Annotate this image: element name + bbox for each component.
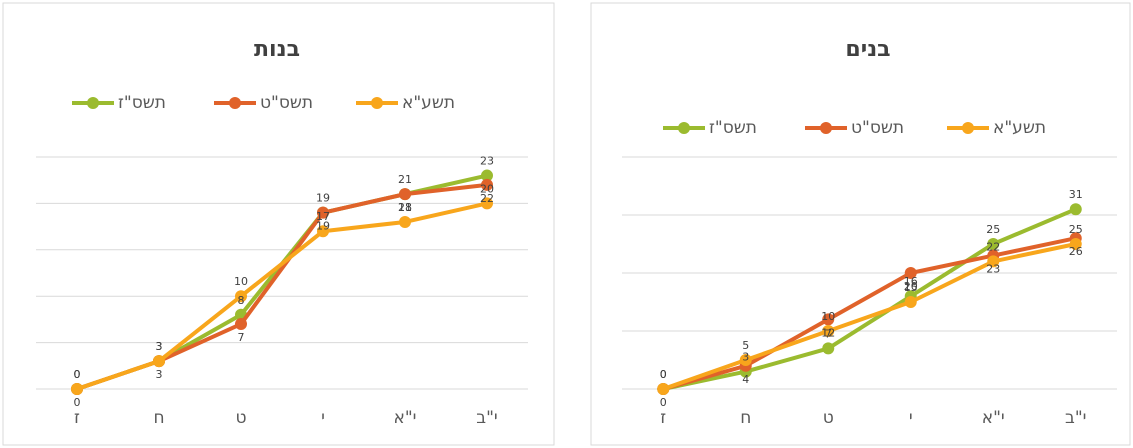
data-point <box>317 206 329 219</box>
data-point <box>235 290 247 303</box>
data-point <box>904 296 917 308</box>
data-label: 3 <box>742 351 749 364</box>
data-label: 19 <box>316 220 330 233</box>
x-tick-label: י"ב <box>476 408 497 428</box>
legend-marker <box>87 97 99 109</box>
legend-marker <box>820 122 832 134</box>
data-label: 22 <box>480 192 494 205</box>
data-label: 15 <box>904 281 918 294</box>
data-point <box>904 267 917 279</box>
data-label: 16 <box>904 275 918 288</box>
panel <box>590 2 1131 446</box>
data-label: 25 <box>986 223 1000 236</box>
x-tick-label: י"א <box>394 408 417 428</box>
x-tick-label: ח <box>153 408 164 428</box>
data-label: 3 <box>156 340 163 353</box>
series-line <box>662 242 1077 391</box>
data-point <box>481 169 493 182</box>
legend-marker <box>962 122 974 134</box>
data-label: 0 <box>74 368 81 381</box>
data-label: 20 <box>904 280 918 293</box>
data-point <box>1069 203 1082 216</box>
x-tick-label: י"ב <box>1065 408 1086 428</box>
data-point <box>739 354 752 366</box>
data-label: 8 <box>238 294 245 307</box>
x-tick-label: י"א <box>982 408 1005 428</box>
legend-label: תשע"א <box>993 118 1046 138</box>
data-label: 0 <box>74 368 81 381</box>
data-point <box>481 197 493 210</box>
legend-label: תשס"ז <box>118 93 166 113</box>
data-point <box>235 318 247 331</box>
data-point <box>987 255 1000 268</box>
x-tick-label: י <box>909 408 913 428</box>
data-label: 21 <box>398 201 412 214</box>
data-point <box>399 215 411 228</box>
data-point <box>399 188 411 201</box>
data-label: 10 <box>821 310 835 323</box>
data-label: 3 <box>156 368 163 381</box>
data-label: 18 <box>398 201 412 214</box>
data-label: 26 <box>1069 245 1083 258</box>
series-line <box>662 236 1077 391</box>
x-tick-label: י <box>321 408 325 428</box>
legend-marker <box>229 97 241 109</box>
data-point <box>822 313 835 326</box>
legend-marker <box>371 97 383 109</box>
legend-label: תשס"ט <box>851 118 904 138</box>
data-point <box>1069 238 1082 250</box>
data-point <box>987 238 1000 250</box>
data-label: 0 <box>660 396 667 409</box>
data-point <box>317 225 329 238</box>
legend-label: תשס"ז <box>709 118 757 138</box>
data-label: 7 <box>238 331 245 344</box>
data-label: 31 <box>1069 188 1083 201</box>
data-label: 22 <box>986 240 1000 253</box>
panel <box>2 2 555 446</box>
legend-label: תשע"א <box>402 93 455 113</box>
data-label: 23 <box>480 155 494 168</box>
data-label: 5 <box>742 339 749 352</box>
data-point <box>657 383 670 395</box>
data-label: 17 <box>316 210 330 223</box>
x-tick-label: ח <box>740 408 751 428</box>
data-label: 0 <box>660 368 667 381</box>
data-label: 19 <box>316 192 330 205</box>
legend-label: תשס"ט <box>260 93 313 113</box>
data-point <box>481 178 493 191</box>
data-point <box>822 342 835 355</box>
chart-title: בנות <box>254 37 300 62</box>
data-point <box>822 325 835 337</box>
data-label: 12 <box>821 326 835 339</box>
data-label: 25 <box>1069 223 1083 236</box>
x-tick-label: ט <box>235 408 246 428</box>
data-label: 0 <box>660 368 667 381</box>
x-tick-label: ז <box>660 408 666 428</box>
legend-marker <box>678 122 690 134</box>
data-label: 21 <box>398 173 412 186</box>
chart-title: בנים <box>845 37 890 62</box>
data-label: 7 <box>825 327 832 340</box>
x-tick-label: ז <box>74 408 80 428</box>
data-point <box>71 383 83 395</box>
data-label: 3 <box>156 340 163 353</box>
x-tick-label: ט <box>823 408 834 428</box>
data-label: 20 <box>480 182 494 195</box>
series-line <box>662 207 1077 391</box>
data-label: 23 <box>986 263 1000 276</box>
data-label: 10 <box>234 275 248 288</box>
data-label: 4 <box>742 373 749 386</box>
series-line <box>76 201 488 391</box>
data-label: 0 <box>74 396 81 409</box>
data-point <box>153 355 165 368</box>
